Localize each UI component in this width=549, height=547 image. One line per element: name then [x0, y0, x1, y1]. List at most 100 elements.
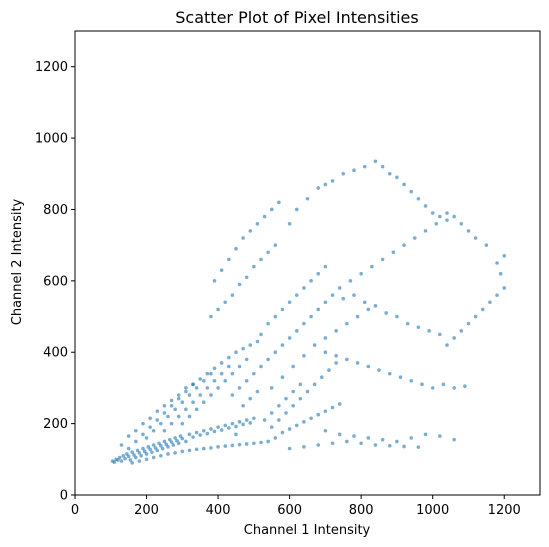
scatter-point: [362, 300, 367, 305]
scatter-point: [234, 350, 238, 355]
scatter-point: [302, 354, 306, 358]
scatter-point: [280, 307, 285, 312]
scatter-point: [277, 403, 281, 408]
scatter-point: [237, 364, 242, 369]
scatter-point: [323, 428, 328, 433]
scatter-point: [473, 314, 478, 319]
scatter-point: [212, 279, 217, 283]
scatter-point: [298, 382, 303, 387]
scatter-point: [141, 446, 145, 451]
scatter-point: [230, 293, 235, 297]
scatter-point: [160, 446, 165, 451]
scatter-point: [184, 439, 188, 444]
y-tick-label: 400: [43, 346, 68, 361]
y-tick-label: 1200: [35, 60, 68, 75]
scatter-point: [302, 420, 306, 424]
scatter-point: [173, 436, 177, 440]
scatter-point: [459, 329, 464, 333]
scatter-point: [373, 159, 378, 164]
scatter-point: [223, 300, 228, 305]
chart-title: Scatter Plot of Pixel Intensities: [175, 8, 418, 27]
scatter-point: [312, 343, 317, 347]
scatter-point: [234, 246, 238, 251]
x-axis-ticks: 0 200 400 600 800 1000 1200: [71, 495, 521, 518]
scatter-point: [173, 451, 177, 455]
scatter-point: [237, 282, 242, 287]
scatter-point: [452, 214, 456, 219]
scatter-point: [355, 361, 360, 365]
scatter-point: [348, 279, 353, 283]
scatter-point: [391, 250, 396, 255]
scatter-point: [153, 446, 158, 450]
scatter-point: [330, 441, 335, 446]
points-layer: [110, 159, 507, 465]
scatter-point: [159, 443, 163, 448]
scatter-point: [184, 389, 188, 394]
scatter-point: [166, 414, 170, 419]
scatter-point: [387, 171, 392, 176]
scatter-point: [259, 332, 263, 337]
scatter-point: [266, 439, 270, 444]
scatter-point: [409, 189, 414, 194]
scatter-point: [452, 336, 456, 340]
scatter-point: [323, 350, 328, 355]
scatter-point: [148, 447, 152, 452]
scatter-point: [248, 229, 253, 233]
scatter-point: [216, 307, 220, 312]
scatter-point: [134, 428, 138, 433]
scatter-point: [402, 444, 406, 449]
scatter-point: [219, 268, 224, 272]
scatter-point: [366, 364, 371, 369]
scatter-point: [171, 443, 176, 447]
scatter-point: [280, 343, 285, 347]
scatter-point: [287, 336, 292, 340]
scatter-point: [244, 442, 249, 446]
scatter-point: [398, 375, 403, 380]
scatter-point: [244, 378, 249, 383]
x-tick-label: 400: [206, 503, 231, 518]
scatter-point: [495, 293, 499, 297]
scatter-point: [169, 398, 174, 403]
scatter-point: [230, 421, 235, 426]
scatter-point: [219, 361, 224, 365]
scatter-point: [166, 452, 170, 456]
scatter-point: [137, 459, 142, 463]
scatter-point: [309, 416, 313, 421]
scatter-point: [305, 196, 310, 201]
scatter-point: [223, 378, 228, 383]
scatter-point: [316, 443, 321, 447]
scatter-point: [269, 425, 274, 429]
scatter-point: [173, 407, 177, 412]
scatter-point: [248, 396, 253, 401]
scatter-point: [402, 243, 406, 247]
scatter-point: [273, 243, 278, 247]
scatter-point: [209, 371, 213, 376]
scatter-point: [252, 416, 256, 421]
scatter-point: [266, 357, 270, 362]
scatter-point: [155, 418, 160, 422]
scatter-point: [359, 441, 363, 446]
scatter-point: [273, 314, 278, 319]
scatter-point: [151, 428, 156, 433]
scatter-point: [194, 386, 199, 390]
scatter-point: [148, 416, 152, 421]
scatter-point: [123, 456, 127, 461]
scatter-point: [302, 321, 306, 326]
scatter-point: [273, 436, 278, 440]
x-tick-label: 800: [349, 503, 374, 518]
scatter-point: [180, 421, 185, 426]
scatter-point: [345, 321, 349, 326]
scatter-point: [162, 428, 167, 433]
scatter-point: [445, 343, 449, 347]
scatter-point: [187, 432, 192, 437]
scatter-point: [201, 428, 206, 433]
scatter-point: [237, 442, 242, 447]
scatter-point: [176, 396, 181, 401]
scatter-point: [269, 386, 274, 390]
scatter-point: [130, 461, 135, 465]
scatter-point: [155, 448, 160, 453]
scatter-point: [252, 371, 256, 376]
scatter-point: [248, 343, 253, 347]
scatter-point: [291, 403, 295, 408]
scatter-point: [198, 393, 202, 397]
